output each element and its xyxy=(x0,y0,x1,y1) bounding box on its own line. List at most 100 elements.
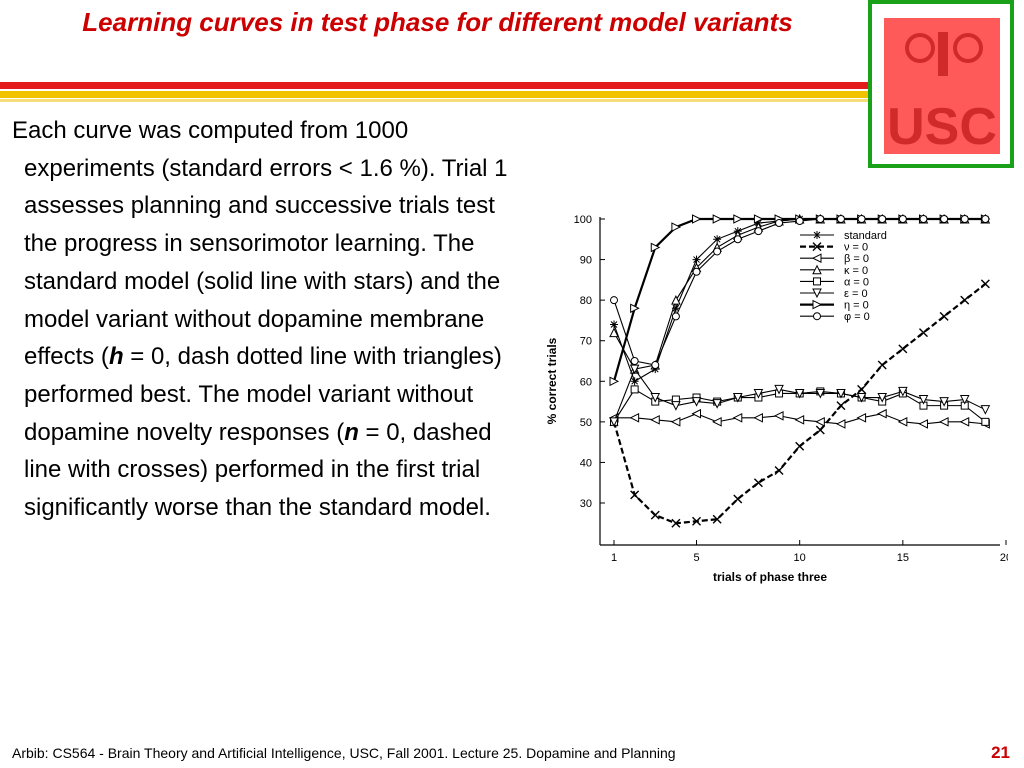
data-point xyxy=(877,408,887,419)
slide-title: Learning curves in test phase for differ… xyxy=(82,7,793,37)
data-point xyxy=(670,417,681,427)
series-line xyxy=(612,217,986,382)
data-point xyxy=(610,296,618,305)
data-point xyxy=(980,405,991,415)
body-text-part-2: = 0, dash dotted line with triangles) pe… xyxy=(24,343,502,446)
legend-marker xyxy=(812,264,822,275)
x-tick-label: 20 xyxy=(1000,552,1008,564)
data-point xyxy=(940,215,949,223)
y-tick-label: 70 xyxy=(580,336,592,348)
data-point xyxy=(733,235,742,244)
page-number: 21 xyxy=(991,743,1010,762)
data-point xyxy=(671,518,681,528)
data-point xyxy=(836,401,846,411)
data-point xyxy=(671,222,682,232)
y-tick-label: 60 xyxy=(580,376,592,388)
data-point xyxy=(816,215,825,223)
legend-marker xyxy=(812,242,822,252)
data-point xyxy=(856,412,867,423)
data-point xyxy=(960,215,969,223)
data-point xyxy=(609,327,619,338)
data-point xyxy=(712,514,722,524)
data-point xyxy=(774,466,784,476)
data-point xyxy=(732,393,743,403)
data-point xyxy=(691,397,702,407)
y-tick-label: 80 xyxy=(580,295,592,307)
data-point xyxy=(732,412,743,423)
usc-logo-frame: USC xyxy=(868,0,1014,168)
data-point xyxy=(815,417,825,427)
legend-marker xyxy=(813,312,821,321)
data-point xyxy=(630,490,640,500)
data-point xyxy=(753,478,763,488)
x-tick-label: 5 xyxy=(693,552,699,564)
y-tick-label: 100 xyxy=(574,214,592,226)
data-point xyxy=(898,215,907,223)
legend-label: η = 0 xyxy=(844,300,869,312)
legend-label: α = 0 xyxy=(844,276,869,288)
learning-curves-chart: 3040506070809010015101520trials of phase… xyxy=(545,213,1008,584)
data-point xyxy=(671,304,680,313)
data-point xyxy=(981,215,990,223)
data-point xyxy=(753,214,764,224)
data-point xyxy=(794,415,805,425)
legend-marker xyxy=(813,231,821,239)
body-text-part-3: = 0, dashed line with crosses) performed… xyxy=(24,418,492,522)
title-rule xyxy=(0,82,868,102)
data-point xyxy=(774,384,784,395)
x-tick-label: 1 xyxy=(611,552,617,564)
data-point xyxy=(753,412,763,423)
legend-label: ε = 0 xyxy=(844,288,868,300)
data-point xyxy=(939,397,949,407)
data-point xyxy=(795,441,805,451)
data-point xyxy=(671,295,681,305)
rule-light-band xyxy=(0,99,868,102)
data-point xyxy=(898,386,908,397)
x-tick-label: 10 xyxy=(794,552,806,564)
series-line xyxy=(613,218,986,383)
data-point xyxy=(671,312,680,321)
data-point xyxy=(650,510,660,520)
legend-label: β = 0 xyxy=(844,253,869,265)
legend-marker xyxy=(812,288,822,299)
data-point xyxy=(650,415,660,425)
data-point xyxy=(856,393,867,403)
legend-label: standard xyxy=(844,230,887,242)
data-point xyxy=(938,417,949,427)
slide-footer: Arbib: CS564 - Brain Theory and Artifici… xyxy=(12,745,676,761)
legend-marker xyxy=(812,299,823,310)
y-axis-label: % correct trials xyxy=(545,337,559,424)
legend-marker xyxy=(813,277,821,286)
data-point xyxy=(630,303,640,314)
data-point xyxy=(733,494,743,504)
rule-yellow-band xyxy=(0,91,868,98)
data-point xyxy=(857,384,867,394)
legend-label: φ = 0 xyxy=(844,311,870,323)
data-point xyxy=(630,385,639,394)
data-point xyxy=(836,215,845,223)
legend-label: κ = 0 xyxy=(844,265,868,277)
eta-symbol: h xyxy=(108,343,124,371)
body-text-part-1: Each curve was computed from 1000 experi… xyxy=(12,117,508,371)
data-point xyxy=(960,295,970,305)
data-point xyxy=(650,393,661,403)
y-tick-label: 30 xyxy=(580,498,592,510)
usc-logo-text: USC xyxy=(887,98,997,156)
data-point xyxy=(918,395,929,405)
data-point xyxy=(836,388,846,399)
usc-logo: USC xyxy=(884,18,1000,156)
data-point xyxy=(629,364,640,375)
data-point xyxy=(918,328,928,338)
data-point xyxy=(939,311,949,321)
rule-red-band xyxy=(0,82,868,89)
y-tick-label: 40 xyxy=(580,457,592,469)
data-point xyxy=(692,214,702,224)
data-point xyxy=(712,399,722,409)
data-point xyxy=(919,215,928,223)
series-line xyxy=(613,218,986,366)
y-tick-label: 50 xyxy=(580,417,592,429)
data-point xyxy=(959,417,970,427)
data-point xyxy=(794,388,805,399)
data-point xyxy=(753,388,764,399)
data-point xyxy=(712,214,723,224)
